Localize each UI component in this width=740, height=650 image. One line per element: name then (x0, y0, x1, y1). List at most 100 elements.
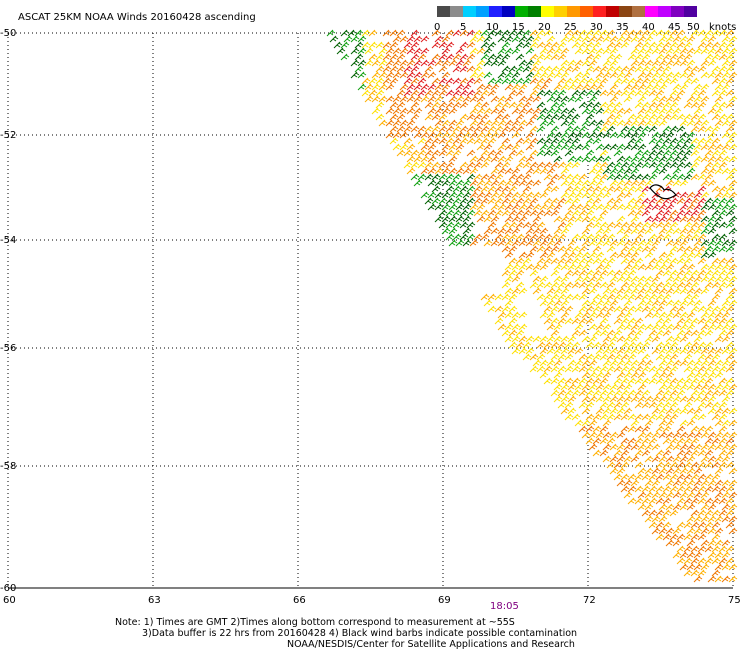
wind-barb (627, 257, 637, 265)
wind-barb (445, 197, 455, 205)
color-scale-swatch (671, 6, 684, 17)
wind-barb (518, 191, 528, 199)
wind-barb (550, 389, 560, 397)
wind-barb (588, 47, 598, 55)
wind-barb (532, 191, 542, 199)
wind-barb (613, 53, 623, 61)
wind-barb (588, 119, 598, 127)
wind-barb (641, 305, 651, 313)
wind-barb (641, 53, 651, 61)
wind-barb (480, 29, 490, 37)
wind-barb (585, 233, 595, 241)
wind-barb (546, 287, 556, 295)
wind-barb (550, 329, 560, 337)
wind-barb (620, 425, 630, 433)
wind-barb (445, 29, 455, 37)
wind-barb (602, 131, 612, 139)
wind-barb (672, 239, 682, 247)
wind-barb (658, 251, 668, 259)
wind-barb (707, 431, 717, 439)
wind-barb (676, 449, 686, 457)
wind-barb (609, 275, 619, 283)
wind-barb (483, 215, 493, 223)
wind-barb (602, 143, 612, 151)
wind-barb (522, 41, 532, 49)
wind-barb (693, 551, 703, 559)
wind-barb (683, 377, 693, 385)
wind-barb (690, 533, 700, 541)
color-scale-swatch (567, 6, 580, 17)
wind-barb (609, 107, 619, 115)
wind-barb (686, 251, 696, 259)
wind-barb (711, 221, 721, 229)
wind-barb (637, 371, 647, 379)
wind-barb (669, 77, 679, 85)
wind-barb (686, 35, 696, 43)
wind-barb (676, 317, 686, 325)
wind-barb (704, 305, 714, 313)
wind-barb (634, 221, 644, 229)
wind-barb (644, 275, 654, 283)
wind-barb (676, 125, 686, 133)
wind-barb (679, 131, 689, 139)
wind-barb (721, 143, 731, 151)
wind-barb (469, 95, 479, 103)
wind-barb (665, 491, 675, 499)
wind-barb (609, 203, 619, 211)
wind-barb (714, 143, 724, 151)
wind-barb (672, 359, 682, 367)
wind-barb (644, 47, 654, 55)
wind-barb (455, 203, 465, 211)
wind-barb (525, 119, 535, 127)
wind-barb (413, 47, 423, 55)
wind-barb (700, 527, 710, 535)
wind-barb (616, 35, 626, 43)
wind-barb (553, 71, 563, 79)
wind-barb (700, 311, 710, 319)
wind-barb (665, 179, 675, 187)
wind-barb (655, 389, 665, 397)
wind-barb (431, 185, 441, 193)
wind-barb (711, 557, 721, 565)
wind-barb (588, 131, 598, 139)
wind-barb (462, 179, 472, 187)
wind-barb (665, 59, 675, 67)
wind-barb (602, 59, 612, 67)
wind-barb (399, 95, 409, 103)
wind-barb (697, 509, 707, 517)
wind-barb (539, 347, 549, 355)
wind-barb (721, 59, 731, 67)
wind-barb (620, 245, 630, 253)
wind-barb (662, 461, 672, 469)
wind-barb (392, 107, 402, 115)
wind-barb (564, 413, 574, 421)
wind-barb (599, 341, 609, 349)
wind-barb (550, 305, 560, 313)
wind-barb (494, 185, 504, 193)
wind-barb (665, 503, 675, 511)
wind-barb (410, 101, 420, 109)
wind-barb (651, 71, 661, 79)
wind-barb (651, 263, 661, 271)
wind-barb (599, 185, 609, 193)
wind-barb (690, 413, 700, 421)
wind-barb (690, 209, 700, 217)
wind-barb (585, 377, 595, 385)
wind-barb (581, 275, 591, 283)
wind-barb (490, 227, 500, 235)
wind-barb (644, 59, 654, 67)
wind-barb (700, 539, 710, 547)
wind-barb (609, 335, 619, 343)
wind-barb (574, 215, 584, 223)
wind-barb (368, 53, 378, 61)
wind-barb (613, 173, 623, 181)
wind-barb (553, 143, 563, 151)
wind-barb (630, 47, 640, 55)
wind-barb (581, 191, 591, 199)
wind-barb (546, 131, 556, 139)
wind-barb (571, 365, 581, 373)
wind-barb (550, 293, 560, 301)
wind-barb (504, 179, 514, 187)
wind-barb (602, 395, 612, 403)
wind-barb (350, 59, 360, 67)
